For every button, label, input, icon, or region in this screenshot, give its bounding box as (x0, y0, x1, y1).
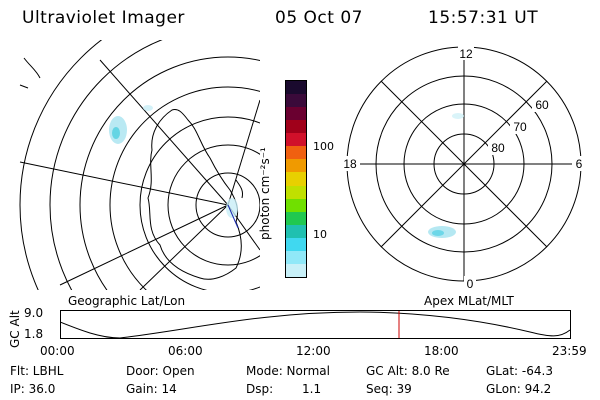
aurora-emission (109, 105, 238, 218)
time-tick-1800: 18:00 (424, 344, 459, 358)
gain-info: Gain: 14 (126, 382, 177, 396)
geographic-caption: Geographic Lat/Lon (68, 294, 186, 308)
glon-info: GLon: 94.2 (486, 382, 552, 396)
aurora-emission-polar (428, 113, 464, 238)
altitude-curve (60, 311, 571, 339)
time-tick-2359: 23:59 (552, 344, 587, 358)
colorbar-swatch (286, 250, 306, 264)
mlt-label-18: 18 (343, 157, 357, 171)
altitude-strip (60, 310, 571, 339)
colorbar-swatch (286, 159, 306, 173)
dsp-value: 1.1 (302, 382, 322, 396)
colorbar-tick-10: 10 (313, 228, 327, 241)
date-label: 05 Oct 07 (275, 8, 363, 28)
colorbar-unit-label: photon cm⁻²s⁻¹ (258, 147, 272, 240)
colorbar-swatch (286, 81, 306, 95)
dsp-label: Dsp: (246, 382, 274, 396)
colorbar-swatch (286, 120, 306, 134)
glat-info: GLat: -64.3 (486, 364, 553, 378)
gc-alt-info: GC Alt: 8.0 Re (366, 364, 450, 378)
flt-info: Flt: LBHL (10, 364, 64, 378)
alt-tick-1-8: 1.8 (24, 327, 44, 341)
colorbar-swatch (286, 198, 306, 212)
door-info: Door: Open (126, 364, 195, 378)
gc-alt-axis-label: GC Alt (8, 310, 22, 348)
lat-label-70: 70 (513, 120, 527, 134)
ip-info: IP: 36.0 (10, 382, 56, 396)
mlt-label-0: 0 (467, 277, 474, 290)
colorbar-swatch (286, 211, 306, 225)
colorbar-swatch (286, 107, 306, 121)
mlt-label-12: 12 (459, 47, 473, 61)
alt-tick-9: 9.0 (24, 306, 44, 320)
colorbar-swatch (286, 172, 306, 186)
time-tick-0600: 06:00 (168, 344, 203, 358)
colorbar-swatch (286, 263, 306, 277)
lat-label-80: 80 (491, 141, 505, 155)
colorbar (285, 80, 307, 278)
colorbar-swatch (286, 133, 306, 147)
apex-polar-map: 12 18 6 0 60 70 80 (340, 46, 586, 290)
seq-info: Seq: 39 (366, 382, 412, 396)
lat-label-60: 60 (535, 98, 549, 112)
geographic-map (19, 40, 260, 290)
mlt-label-6: 6 (576, 157, 583, 171)
colorbar-swatch (286, 185, 306, 199)
time-tick-1200: 12:00 (296, 344, 331, 358)
mode-info: Mode: Normal (246, 364, 330, 378)
time-tick-0000: 00:00 (40, 344, 75, 358)
colorbar-swatch (286, 146, 306, 160)
colorbar-swatch (286, 237, 306, 251)
apex-caption: Apex MLat/MLT (424, 294, 514, 308)
colorbar-swatch (286, 94, 306, 108)
instrument-title: Ultraviolet Imager (22, 8, 185, 28)
time-label: 15:57:31 UT (428, 8, 539, 28)
colorbar-tick-100: 100 (313, 140, 334, 153)
colorbar-swatch (286, 224, 306, 238)
